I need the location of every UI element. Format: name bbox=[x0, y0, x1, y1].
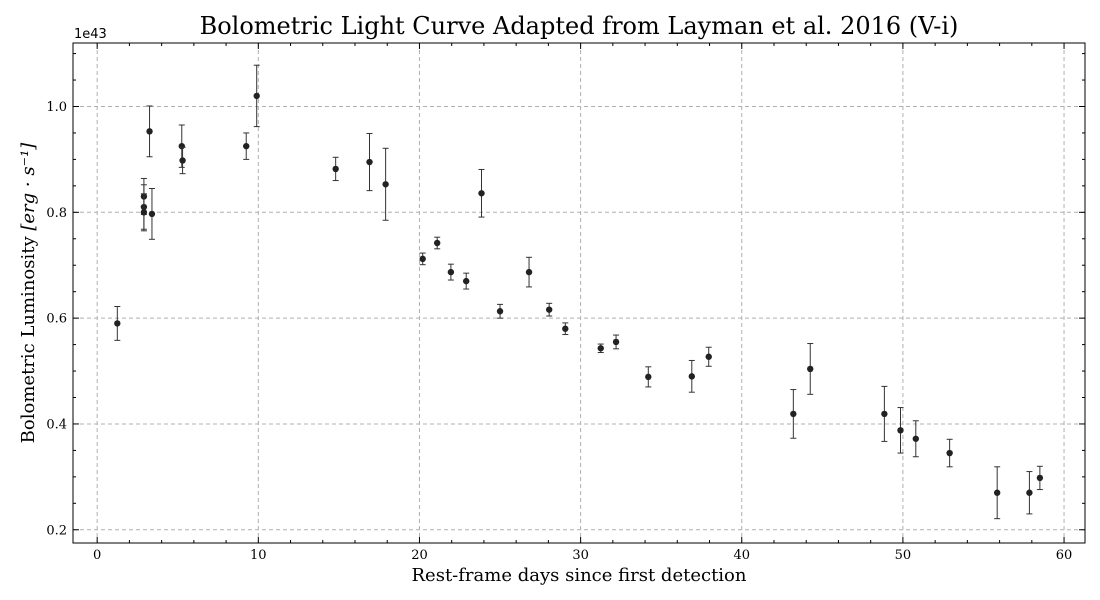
y-tick-label: 1.0 bbox=[46, 100, 67, 115]
data-marker bbox=[140, 209, 148, 216]
data-marker bbox=[478, 190, 485, 197]
x-tick-label: 20 bbox=[411, 548, 428, 563]
data-marker bbox=[946, 449, 953, 457]
data-point bbox=[146, 105, 153, 158]
data-point bbox=[562, 322, 569, 336]
data-marker bbox=[419, 255, 426, 263]
data-point bbox=[612, 334, 620, 350]
data-point bbox=[332, 156, 339, 182]
data-point bbox=[881, 385, 888, 442]
plot-frame bbox=[72, 42, 1086, 544]
data-marker bbox=[243, 142, 250, 150]
x-axis-label: Rest-frame days since first detection bbox=[412, 565, 747, 586]
data-point bbox=[419, 252, 426, 266]
data-point bbox=[140, 193, 148, 232]
y-tick-label: 0.6 bbox=[46, 312, 67, 327]
y-tick-label: 0.4 bbox=[46, 417, 67, 432]
data-point bbox=[645, 366, 652, 388]
x-tick-label: 0 bbox=[93, 548, 101, 563]
data-marker bbox=[253, 92, 260, 100]
data-point bbox=[525, 256, 533, 288]
data-point bbox=[148, 188, 156, 240]
grid-lines bbox=[73, 43, 1085, 543]
data-marker bbox=[645, 373, 652, 381]
chart-title: Bolometric Light Curve Adapted from Laym… bbox=[200, 12, 959, 40]
data-marker bbox=[525, 268, 533, 276]
data-point bbox=[496, 303, 504, 319]
data-point bbox=[243, 132, 250, 160]
y-axis-label-text: Bolometric Luminosity bbox=[18, 231, 39, 444]
data-marker bbox=[612, 338, 620, 346]
data-point bbox=[382, 147, 389, 221]
data-marker bbox=[146, 128, 153, 135]
data-marker bbox=[179, 157, 186, 164]
x-tick-label: 10 bbox=[250, 548, 267, 563]
data-marker bbox=[1036, 474, 1044, 482]
data-marker bbox=[178, 142, 185, 150]
data-point bbox=[946, 438, 953, 468]
data-point bbox=[705, 346, 712, 367]
data-point bbox=[447, 263, 455, 281]
data-marker bbox=[897, 427, 904, 434]
data-marker bbox=[366, 158, 373, 166]
data-marker bbox=[993, 489, 1001, 496]
y-tick-label: 0.8 bbox=[46, 206, 67, 221]
x-tick-label: 60 bbox=[1056, 548, 1073, 563]
data-point bbox=[897, 407, 904, 454]
data-marker bbox=[462, 277, 470, 285]
data-marker bbox=[496, 308, 504, 315]
data-point bbox=[807, 343, 814, 395]
data-point bbox=[545, 302, 553, 317]
data-marker bbox=[332, 165, 339, 173]
y-tick-labels: 0.2 0.4 0.6 0.8 1.0 bbox=[46, 100, 67, 538]
data-point bbox=[993, 466, 1001, 520]
y-axis-label: Bolometric Luminosity [erg · s⁻¹] bbox=[18, 142, 39, 444]
x-tick-label: 30 bbox=[572, 548, 589, 563]
data-marker bbox=[807, 365, 814, 373]
y-axis-offset-label: 1e43 bbox=[74, 27, 107, 42]
y-tick-label: 0.2 bbox=[46, 523, 67, 538]
data-point bbox=[114, 305, 121, 341]
data-marker bbox=[148, 210, 156, 218]
axis-ticks bbox=[73, 43, 1085, 543]
data-marker bbox=[912, 435, 919, 442]
data-marker bbox=[881, 410, 888, 418]
data-point bbox=[912, 420, 919, 458]
data-marker bbox=[597, 345, 604, 352]
data-marker bbox=[790, 410, 797, 418]
data-point bbox=[478, 168, 485, 218]
data-marker bbox=[382, 181, 389, 188]
data-point bbox=[1026, 471, 1033, 515]
x-tick-label: 50 bbox=[895, 548, 912, 563]
data-marker bbox=[688, 373, 696, 380]
data-marker bbox=[562, 325, 569, 332]
data-point bbox=[462, 272, 470, 290]
data-point bbox=[253, 64, 260, 128]
data-marker bbox=[1026, 489, 1033, 496]
data-point bbox=[366, 132, 373, 192]
x-tick-label: 40 bbox=[733, 548, 750, 563]
data-point bbox=[688, 359, 696, 393]
data-marker bbox=[705, 353, 712, 360]
data-marker bbox=[114, 320, 121, 327]
data-marker bbox=[545, 306, 553, 313]
data-point bbox=[179, 146, 186, 175]
data-marker bbox=[433, 239, 441, 247]
data-point bbox=[1036, 465, 1044, 491]
data-point bbox=[433, 236, 441, 250]
y-axis-label-units: [erg · s⁻¹] bbox=[18, 142, 39, 231]
data-points bbox=[114, 64, 1044, 520]
x-tick-labels: 0 10 20 30 40 50 60 bbox=[93, 548, 1072, 563]
data-point bbox=[790, 389, 797, 439]
data-marker bbox=[447, 268, 455, 276]
data-point bbox=[597, 343, 604, 354]
